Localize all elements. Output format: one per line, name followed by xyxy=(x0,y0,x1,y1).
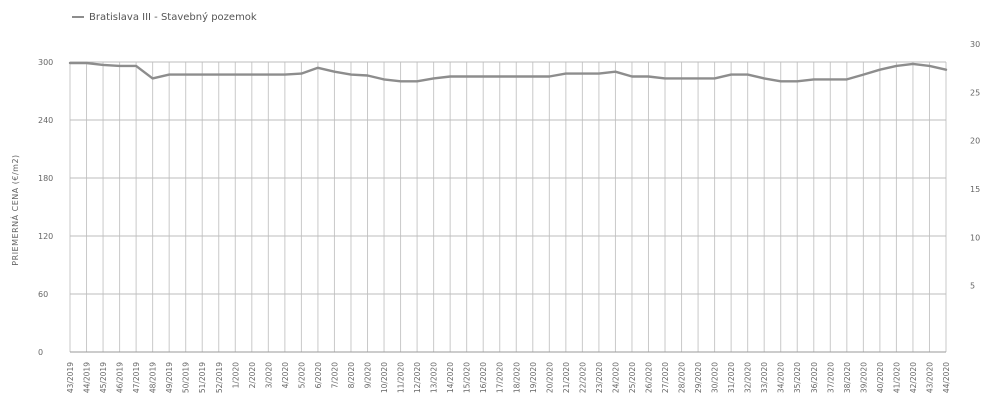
x-tick-label: 33/2020 xyxy=(760,362,769,393)
x-tick-label: 31/2020 xyxy=(727,362,736,393)
x-tick-label: 21/2020 xyxy=(562,362,571,393)
y-tick-label: 0 xyxy=(38,348,43,357)
x-tick-label: 14/2020 xyxy=(446,362,455,393)
x-tick-label: 50/2019 xyxy=(182,362,191,393)
right-tick-label: 25 xyxy=(970,88,980,97)
x-tick-label: 22/2020 xyxy=(578,362,587,393)
x-tick-label: 35/2020 xyxy=(793,362,802,393)
x-tick-label: 26/2020 xyxy=(644,362,653,393)
x-tick-label: 30/2020 xyxy=(711,362,720,393)
x-tick-label: 47/2019 xyxy=(132,362,141,393)
x-axis-ticks: 43/2019 44/2019 45/2019 46/2019 47/2019 48/20… xyxy=(66,362,951,393)
series-group xyxy=(68,61,948,83)
right-tick-label: 5 xyxy=(970,282,975,291)
x-tick-label: 15/2020 xyxy=(463,362,472,393)
legend-label: Bratislava III - Stavebný pozemok xyxy=(89,12,257,23)
x-tick-label: 32/2020 xyxy=(744,362,753,393)
x-tick-label: 23/2020 xyxy=(595,362,604,393)
series-line xyxy=(68,61,948,83)
x-tick-label: 29/2020 xyxy=(694,362,703,393)
y-tick-label: 180 xyxy=(38,174,53,183)
x-tick-label: 40/2020 xyxy=(876,362,885,393)
x-tick-label: 51/2019 xyxy=(198,362,207,393)
right-tick-label: 30 xyxy=(970,40,980,49)
x-tick-label: 44/2020 xyxy=(942,362,951,393)
x-tick-label: 8/2020 xyxy=(347,362,356,389)
x-tick-label: 52/2019 xyxy=(215,362,224,393)
right-tick-label: 15 xyxy=(970,185,980,194)
x-tick-label: 20/2020 xyxy=(545,362,554,393)
x-tick-label: 46/2019 xyxy=(116,362,125,393)
x-tick-label: 42/2020 xyxy=(909,362,918,393)
x-tick-label: 1/2020 xyxy=(231,362,240,389)
x-tick-label: 11/2020 xyxy=(397,362,406,393)
x-tick-label: 41/2020 xyxy=(892,362,901,393)
y-tick-label: 300 xyxy=(38,58,53,67)
y-tick-label: 60 xyxy=(38,290,48,299)
right-tick-label: 20 xyxy=(970,137,980,146)
x-tick-label: 24/2020 xyxy=(611,362,620,393)
x-tick-label: 39/2020 xyxy=(859,362,868,393)
x-tick-label: 3/2020 xyxy=(264,362,273,389)
x-tick-label: 43/2020 xyxy=(925,362,934,393)
x-tick-label: 34/2020 xyxy=(777,362,786,393)
x-tick-label: 28/2020 xyxy=(678,362,687,393)
y-axis-label: PRIEMERNÁ CENA (€/m2) xyxy=(10,154,20,266)
right-axis-ticks: 5 10 15 20 25 30 xyxy=(970,40,980,291)
y-tick-label: 240 xyxy=(38,116,53,125)
x-tick-label: 27/2020 xyxy=(661,362,670,393)
x-tick-label: 4/2020 xyxy=(281,362,290,389)
chart-legend: Bratislava III - Stavebný pozemok xyxy=(72,12,257,23)
x-tick-label: 2/2020 xyxy=(248,362,257,389)
x-tick-label: 38/2020 xyxy=(843,362,852,393)
x-tick-label: 13/2020 xyxy=(430,362,439,393)
grid-lines xyxy=(69,61,947,353)
x-tick-label: 17/2020 xyxy=(496,362,505,393)
legend-swatch xyxy=(72,16,84,18)
x-tick-label: 12/2020 xyxy=(413,362,422,393)
y-axis-ticks: 0 60 120 180 240 300 xyxy=(38,58,53,357)
x-tick-label: 16/2020 xyxy=(479,362,488,393)
x-tick-label: 5/2020 xyxy=(297,362,306,389)
x-tick-label: 7/2020 xyxy=(330,362,339,389)
x-tick-label: 9/2020 xyxy=(364,362,373,389)
y-tick-label: 120 xyxy=(38,232,53,241)
x-tick-label: 48/2019 xyxy=(149,362,158,393)
x-tick-label: 10/2020 xyxy=(380,362,389,393)
x-tick-label: 49/2019 xyxy=(165,362,174,393)
x-tick-label: 44/2019 xyxy=(83,362,92,393)
x-tick-label: 37/2020 xyxy=(826,362,835,393)
x-tick-label: 45/2019 xyxy=(99,362,108,393)
right-tick-label: 10 xyxy=(970,233,980,242)
x-tick-label: 18/2020 xyxy=(512,362,521,393)
x-tick-label: 19/2020 xyxy=(529,362,538,393)
x-tick-label: 43/2019 xyxy=(66,362,75,393)
x-tick-label: 25/2020 xyxy=(628,362,637,393)
x-tick-label: 36/2020 xyxy=(810,362,819,393)
x-tick-label: 6/2020 xyxy=(314,362,323,389)
